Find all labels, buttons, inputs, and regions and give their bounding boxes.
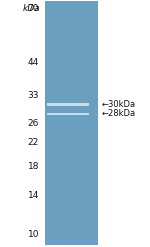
- Text: 14: 14: [28, 191, 39, 200]
- Polygon shape: [47, 113, 89, 115]
- Text: 22: 22: [28, 138, 39, 147]
- Text: ←28kDa: ←28kDa: [102, 109, 136, 119]
- Text: 18: 18: [27, 162, 39, 171]
- Text: 26: 26: [28, 119, 39, 128]
- Polygon shape: [45, 1, 98, 245]
- Text: ←30kDa: ←30kDa: [102, 100, 136, 109]
- Text: 33: 33: [27, 91, 39, 100]
- Text: kDa: kDa: [22, 3, 40, 13]
- Text: 70: 70: [27, 3, 39, 13]
- Text: 44: 44: [28, 58, 39, 67]
- Text: 10: 10: [27, 230, 39, 239]
- Polygon shape: [47, 103, 89, 106]
